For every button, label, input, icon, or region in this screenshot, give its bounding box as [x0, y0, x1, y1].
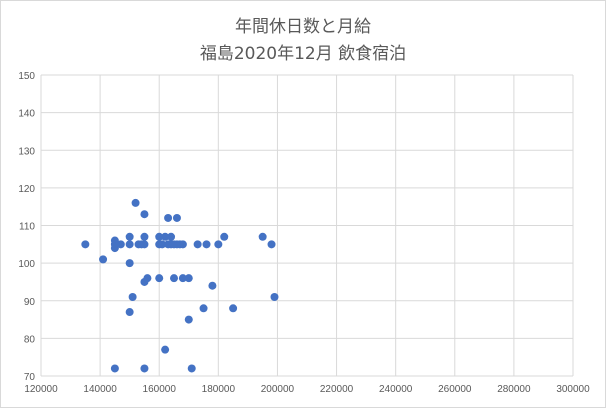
data-point	[131, 198, 140, 207]
data-point	[110, 236, 119, 245]
data-point	[172, 213, 181, 222]
data-point	[128, 292, 137, 301]
x-tick-label: 120000	[24, 384, 58, 395]
data-point	[178, 274, 187, 283]
data-point	[167, 232, 176, 241]
data-point	[193, 240, 202, 249]
data-point	[208, 281, 217, 290]
data-point	[158, 240, 167, 249]
x-tick-label: 280000	[497, 384, 531, 395]
data-point	[161, 345, 170, 354]
data-point	[199, 304, 208, 313]
data-point	[125, 232, 134, 241]
data-point	[184, 274, 193, 283]
x-tick-label: 260000	[438, 384, 472, 395]
y-tick-label: 130	[18, 146, 35, 157]
x-tick-label: 240000	[379, 384, 413, 395]
y-tick-label: 120	[18, 184, 35, 195]
data-point	[187, 364, 196, 373]
data-point	[258, 232, 267, 241]
y-tick-label: 80	[24, 334, 36, 345]
data-point	[140, 240, 149, 249]
data-point	[220, 232, 229, 241]
chart-title: 年間休日数と月給	[235, 17, 371, 37]
gridlines	[40, 74, 574, 377]
data-point	[140, 210, 149, 219]
y-tick-label: 140	[18, 109, 35, 120]
x-tick-label: 300000	[556, 384, 590, 395]
data-point	[125, 259, 134, 268]
data-point	[125, 240, 134, 249]
data-point	[125, 308, 134, 317]
data-point	[155, 274, 164, 283]
data-point	[140, 232, 149, 241]
y-tick-label: 90	[24, 297, 36, 308]
data-point	[143, 274, 152, 283]
data-point	[99, 255, 108, 264]
data-point	[178, 240, 187, 249]
x-tick-label: 140000	[83, 384, 117, 395]
y-tick-label: 70	[24, 372, 36, 383]
data-point	[140, 364, 149, 373]
data-point	[270, 292, 279, 301]
x-tick-label: 180000	[202, 384, 236, 395]
data-point	[202, 240, 211, 249]
data-point	[214, 240, 223, 249]
y-tick-label: 100	[18, 259, 35, 270]
x-tick-label: 200000	[261, 384, 295, 395]
data-point	[161, 232, 170, 241]
data-points	[81, 198, 279, 373]
data-point	[155, 232, 164, 241]
data-point	[170, 274, 178, 283]
y-tick-label: 150	[18, 71, 35, 82]
data-point	[81, 240, 90, 249]
chart-subtitle: 福島2020年12月 飲食宿泊	[199, 44, 407, 64]
x-tick-label: 220000	[320, 384, 354, 395]
data-point	[116, 240, 125, 249]
x-tick-label: 160000	[143, 384, 177, 395]
data-point	[267, 240, 276, 249]
data-point	[110, 364, 119, 373]
y-tick-label: 110	[19, 222, 35, 233]
data-point	[229, 304, 238, 313]
data-point	[164, 213, 173, 222]
data-point	[184, 315, 193, 324]
tick-labels: 70 80 90 100 110 120 130 140 150 120000 140000 1600…	[18, 71, 590, 395]
